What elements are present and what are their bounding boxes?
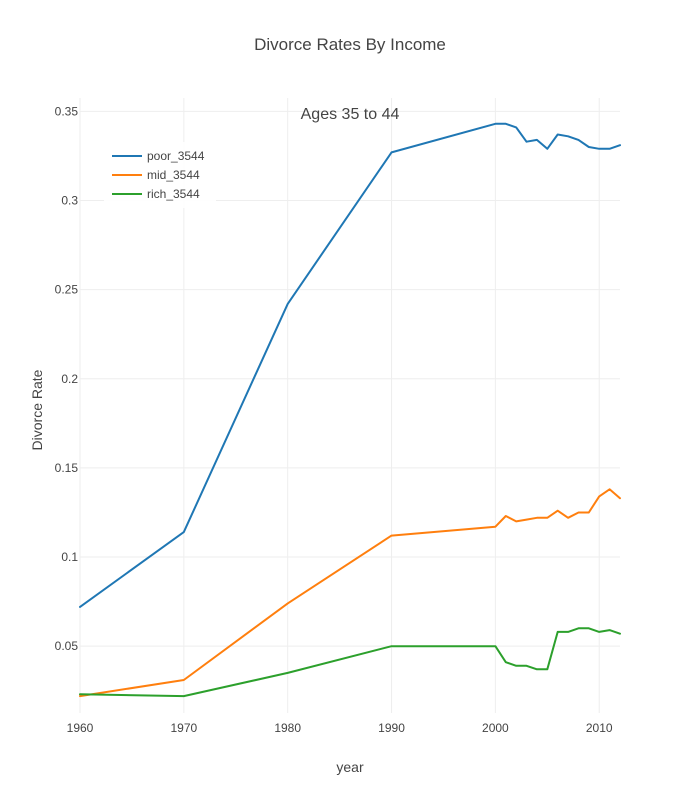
legend[interactable]: poor_3544 mid_3544 rich_3544 <box>104 142 216 208</box>
legend-item-poor-3544[interactable]: poor_3544 <box>112 149 205 163</box>
y-axis-ticks: 0.05 0.1 0.15 0.2 0.25 0.3 0.35 <box>55 104 79 653</box>
y-tick-label: 0.25 <box>55 283 79 297</box>
legend-label: rich_3544 <box>147 187 200 201</box>
y-tick-label: 0.35 <box>55 104 79 118</box>
x-axis-title: year <box>336 759 364 775</box>
x-tick-label: 2010 <box>586 721 613 735</box>
y-tick-label: 0.3 <box>61 194 78 208</box>
y-axis-title: Divorce Rate <box>29 369 45 450</box>
x-tick-label: 1960 <box>67 721 94 735</box>
chart-title: Divorce Rates By Income <box>254 35 446 54</box>
y-tick-label: 0.05 <box>55 639 79 653</box>
y-gridlines <box>80 110 620 647</box>
y-tick-label: 0.15 <box>55 461 79 475</box>
series-line-poor-3544 <box>79 122 621 608</box>
series-layer <box>79 122 621 698</box>
series-line-rich-3544 <box>79 627 621 698</box>
x-tick-label: 1970 <box>170 721 197 735</box>
legend-item-rich-3544[interactable]: rich_3544 <box>112 187 200 201</box>
x-tick-label: 1980 <box>274 721 301 735</box>
legend-label: mid_3544 <box>147 168 200 182</box>
x-tick-label: 2000 <box>482 721 509 735</box>
x-tick-label: 1990 <box>378 721 405 735</box>
chart-annotation: Ages 35 to 44 <box>301 106 400 123</box>
legend-item-mid-3544[interactable]: mid_3544 <box>112 168 200 182</box>
series-line-mid-3544 <box>79 488 621 698</box>
x-axis-ticks: 1960 1970 1980 1990 2000 2010 <box>67 721 613 735</box>
y-tick-label: 0.2 <box>61 372 78 386</box>
y-tick-label: 0.1 <box>61 550 78 564</box>
legend-label: poor_3544 <box>147 149 205 163</box>
